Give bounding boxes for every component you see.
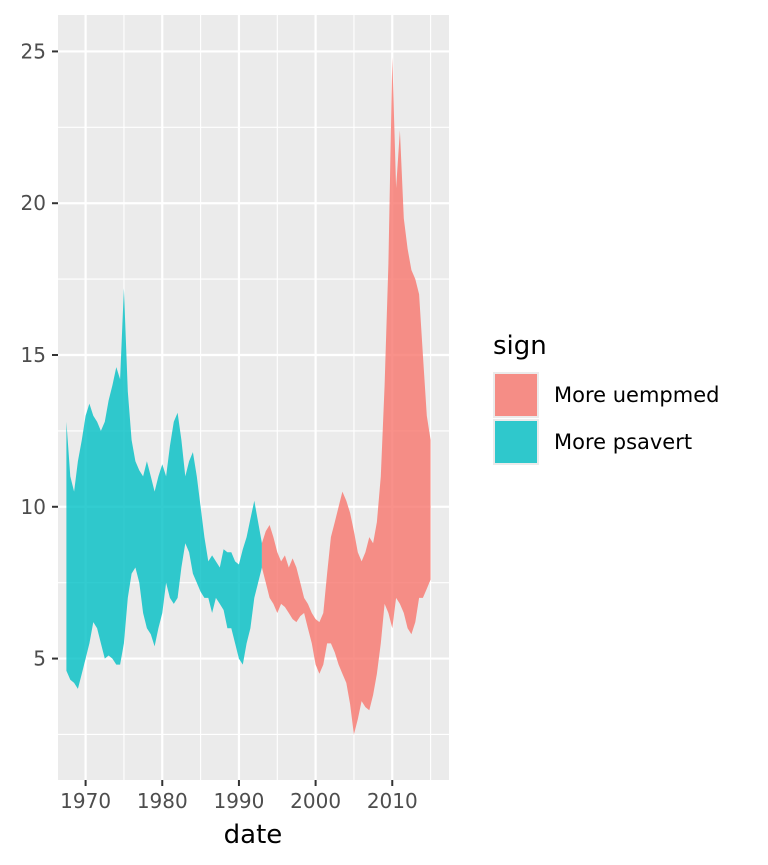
y-tick-label: 5 xyxy=(33,647,46,671)
x-tick-label: 2000 xyxy=(290,789,341,813)
area-more-uempmed xyxy=(261,57,431,735)
legend-label: More psavert xyxy=(554,430,692,454)
legend: sign More uempmed More psavert xyxy=(493,331,719,465)
x-tick-label: 1970 xyxy=(60,789,111,813)
x-axis-title: date xyxy=(224,820,283,850)
y-tick-label: 10 xyxy=(21,495,46,519)
y-tick-label: 15 xyxy=(21,343,46,367)
legend-title: sign xyxy=(493,331,547,361)
legend-items: More uempmed More psavert xyxy=(493,372,719,465)
legend-key-swatch xyxy=(495,374,537,416)
x-axis: 1970 1980 1990 2000 2010 xyxy=(60,780,418,813)
y-axis: 5 10 15 20 25 xyxy=(21,39,58,671)
x-tick-label: 1980 xyxy=(137,789,188,813)
y-tick-label: 20 xyxy=(21,191,46,215)
area-more-psavert xyxy=(66,288,262,689)
legend-label: More uempmed xyxy=(554,383,719,407)
y-tick-label: 25 xyxy=(21,39,46,63)
x-tick-label: 1990 xyxy=(213,789,264,813)
area-series xyxy=(66,57,431,735)
x-tick-label: 2010 xyxy=(367,789,418,813)
legend-key-swatch xyxy=(495,421,537,463)
